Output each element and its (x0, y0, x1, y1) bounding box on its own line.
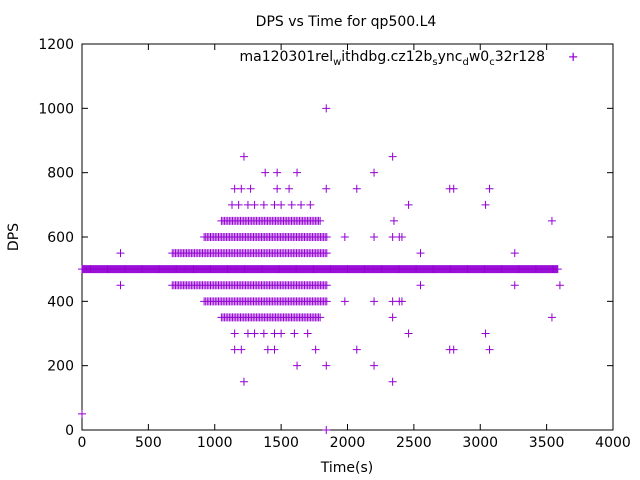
data-point (449, 184, 458, 193)
data-point (370, 233, 379, 241)
data-point (293, 168, 302, 177)
legend: ma120301relw​ithdbg.cz12bs​yncd​w0c​32r1… (239, 49, 578, 68)
data-point (239, 152, 248, 161)
y-tick-label: 0 (65, 423, 74, 439)
data-point (352, 345, 361, 354)
data-series (78, 52, 578, 434)
data-point (416, 281, 425, 290)
data-point (273, 184, 282, 193)
data-point (259, 329, 268, 338)
data-point (481, 329, 490, 338)
data-point (485, 345, 494, 354)
data-point (510, 281, 519, 290)
data-point (547, 313, 556, 322)
band-point-run (217, 313, 325, 322)
data-point (311, 345, 320, 354)
x-tick-label: 1500 (263, 435, 299, 451)
data-point (388, 152, 397, 161)
x-tick-label: 3000 (462, 435, 498, 451)
data-point (250, 329, 259, 338)
data-point (116, 249, 125, 258)
x-axis-label: Time(s) (320, 460, 373, 476)
x-tick-label: 4000 (595, 435, 631, 451)
y-tick-label: 200 (47, 359, 74, 375)
band-point-run (200, 297, 331, 306)
y-axis-label: DPS (6, 223, 22, 251)
band-point-run (168, 281, 331, 290)
data-point (322, 361, 331, 370)
y-tick-label: 800 (47, 166, 74, 182)
data-point (259, 200, 268, 209)
data-point (293, 361, 302, 370)
data-point (389, 216, 398, 225)
data-point (416, 249, 425, 258)
band-point-run (168, 249, 331, 258)
data-point (239, 377, 248, 386)
data-point (261, 168, 270, 177)
data-point (352, 184, 361, 193)
band-point-run (200, 233, 331, 241)
x-tick-label: 500 (135, 435, 162, 451)
data-point (290, 329, 299, 338)
data-point (270, 345, 279, 354)
chart-title: DPS vs Time for qp500.L4 (256, 14, 437, 30)
band-point-run (217, 216, 325, 225)
data-point (306, 200, 315, 209)
data-point (303, 329, 312, 338)
data-point (230, 329, 239, 338)
data-point (322, 104, 331, 113)
y-axis: 0 200 400 600 800 1000 1200 (38, 37, 613, 439)
data-point (237, 345, 246, 354)
data-point (388, 313, 397, 322)
data-point (485, 184, 494, 193)
data-point (547, 216, 556, 225)
data-point (116, 281, 125, 290)
y-tick-label: 1200 (38, 37, 74, 53)
data-point (510, 249, 519, 258)
data-point (250, 200, 259, 209)
legend-marker-plus (569, 52, 578, 61)
data-point (397, 297, 406, 306)
x-tick-label: 0 (78, 435, 87, 451)
x-tick-label: 2500 (396, 435, 432, 451)
data-point (277, 329, 286, 338)
data-point (340, 297, 349, 306)
data-point (370, 361, 379, 370)
data-point (322, 426, 331, 434)
x-tick-label: 2000 (330, 435, 366, 451)
data-point (297, 200, 306, 209)
data-point (370, 168, 379, 177)
data-point (404, 200, 413, 209)
legend-marker-plus (569, 52, 578, 61)
y-tick-label: 1000 (38, 101, 74, 117)
y-tick-label: 400 (47, 294, 74, 310)
data-point (285, 184, 294, 193)
data-point (340, 233, 349, 241)
data-point (388, 377, 397, 386)
data-point (277, 200, 286, 209)
data-point (234, 200, 243, 209)
data-point (397, 233, 406, 241)
data-point (273, 168, 282, 177)
x-axis: 0 500 1000 1500 2000 2500 3000 3500 4000 (78, 44, 631, 451)
data-point (449, 345, 458, 354)
data-point (404, 329, 413, 338)
data-point (78, 409, 86, 418)
data-point (370, 297, 379, 306)
data-point (555, 281, 564, 290)
legend-entry-label: ma120301relw​ithdbg.cz12bs​yncd​w0c​32r1… (239, 49, 545, 68)
x-tick-label: 1000 (197, 435, 233, 451)
data-point (237, 184, 246, 193)
data-point (287, 200, 296, 209)
data-point (246, 184, 255, 193)
data-point (322, 184, 331, 193)
x-tick-label: 3500 (529, 435, 565, 451)
data-point (481, 200, 490, 209)
y-tick-label: 600 (47, 230, 74, 246)
baseline-point-run (78, 265, 562, 274)
